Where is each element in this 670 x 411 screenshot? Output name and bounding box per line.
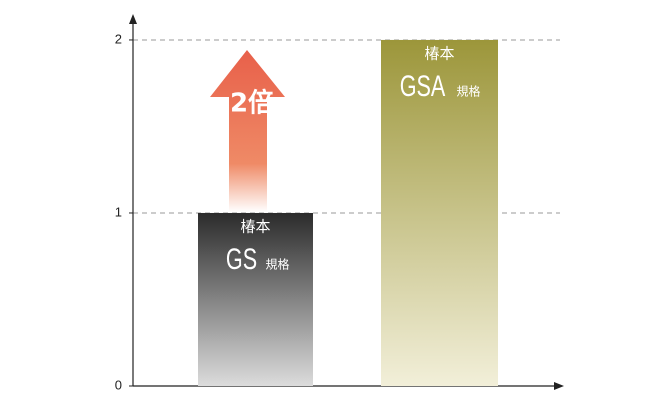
arrow [210,50,285,212]
x-axis-arrow [554,382,564,390]
annotation: 2倍 [230,88,274,119]
bar-suffix: 規格 [265,256,289,271]
bar-maker: 椿本 [424,44,454,62]
y-tick-label: 2 [115,31,122,46]
y-tick-label: 0 [115,377,122,392]
bar [381,39,498,386]
bar [198,212,313,386]
bar-name: GS [226,241,257,275]
y-axis-arrow [129,14,137,24]
y-tick-label: 1 [115,204,122,219]
axes [129,14,564,390]
bar-suffix: 規格 [456,83,480,98]
bar-maker: 椿本 [240,217,270,235]
bar-name: GSA [400,68,446,102]
